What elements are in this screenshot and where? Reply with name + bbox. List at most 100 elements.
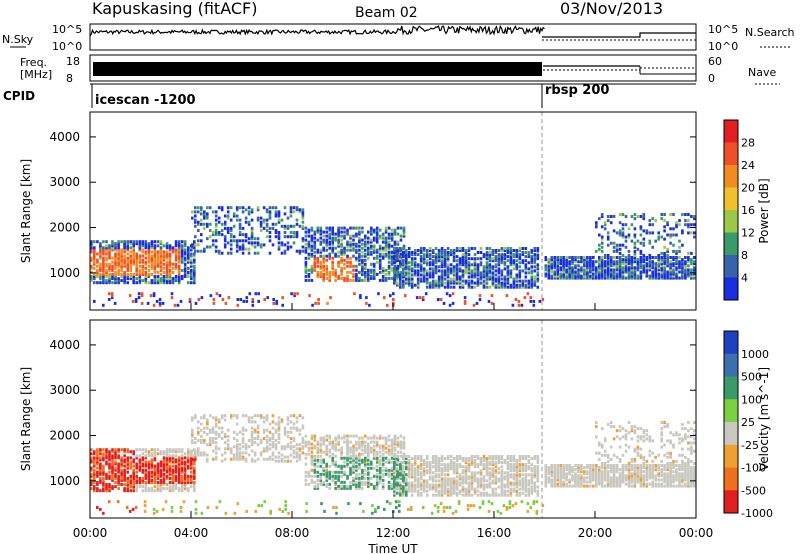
- scatter-cell: [180, 456, 184, 460]
- scatter-cell: [476, 481, 480, 485]
- scatter-cell: [232, 437, 236, 440]
- scatter-cell: [277, 437, 281, 440]
- scatter-cell: [99, 458, 102, 462]
- scatter-cell: [99, 468, 102, 472]
- scatter-cell: [159, 468, 163, 472]
- scatter-cell: [355, 272, 358, 276]
- scatter-cell: [174, 478, 178, 482]
- scatter-cell: [271, 445, 275, 449]
- scatter-cell: [381, 448, 385, 452]
- scatter-cell: [236, 298, 240, 301]
- scatter-cell: [183, 485, 187, 489]
- scatter-cell: [206, 443, 209, 447]
- scatter-cell: [292, 455, 296, 459]
- scatter-cell: [226, 206, 230, 210]
- scatter-cell: [485, 265, 489, 269]
- scatter-cell: [372, 440, 376, 444]
- nsky-tick-top: 10^5: [52, 23, 82, 36]
- scatter-cell: [180, 476, 184, 480]
- scatter-cell: [135, 266, 138, 270]
- scatter-cell: [390, 446, 394, 450]
- scatter-cell: [120, 279, 123, 283]
- scatter-cell: [461, 489, 465, 493]
- scatter-cell: [220, 251, 224, 255]
- scatter-cell: [425, 481, 429, 485]
- scatter-cell: [313, 260, 317, 264]
- scatter-cell: [99, 275, 102, 278]
- nsearch-tick-top: 10^5: [708, 23, 738, 36]
- scatter-cell: [343, 248, 346, 252]
- scatter-cell: [203, 430, 206, 434]
- scatter-cell: [177, 470, 181, 474]
- scatter-cell: [384, 442, 388, 446]
- scatter-cell: [422, 461, 426, 465]
- scatter-cell: [389, 294, 392, 298]
- scatter-cell: [114, 485, 117, 489]
- scatter-cell: [396, 455, 399, 458]
- scatter-cell: [381, 232, 385, 236]
- scatter-cell: [281, 303, 284, 307]
- scatter-cell: [307, 274, 311, 278]
- scatter-cell: [316, 460, 320, 464]
- scatter-cell: [509, 455, 513, 458]
- scatter-cell: [165, 450, 169, 454]
- scatter-cell: [393, 458, 397, 462]
- scatter-cell: [183, 250, 187, 254]
- scatter-cell: [431, 475, 435, 479]
- scatter-cell: [402, 275, 405, 279]
- scatter-cell: [512, 267, 516, 271]
- scatter-cell: [340, 252, 343, 256]
- scatter-cell: [111, 448, 114, 452]
- scatter-cell: [183, 452, 187, 456]
- scatter-cell: [183, 472, 187, 476]
- scatter-cell: [500, 255, 504, 259]
- scatter-cell: [636, 260, 640, 264]
- scatter-cell: [669, 276, 672, 280]
- scatter-cell: [503, 477, 507, 481]
- scatter-cell: [140, 294, 144, 298]
- scatter-cell: [194, 416, 197, 420]
- scatter-cell: [292, 451, 296, 455]
- scatter-cell: [114, 258, 117, 262]
- scatter-cell: [322, 256, 325, 260]
- scatter-cell: [461, 255, 465, 259]
- scatter-cell: [150, 256, 154, 260]
- scatter-cell: [396, 253, 399, 257]
- scatter-cell: [177, 244, 181, 248]
- scatter-cell: [364, 472, 367, 476]
- scatter-cell: [372, 262, 376, 266]
- scatter-cell: [669, 274, 672, 278]
- scatter-cell: [500, 257, 504, 261]
- scatter-cell: [512, 259, 516, 263]
- scatter-cell: [440, 247, 444, 250]
- scatter-cell: [606, 276, 610, 280]
- scatter-cell: [515, 475, 519, 479]
- scatter-cell: [144, 476, 148, 480]
- scatter-cell: [524, 271, 528, 275]
- scatter-cell: [93, 481, 96, 484]
- scatter-cell: [419, 459, 423, 462]
- scatter-cell: [485, 463, 489, 467]
- scatter-cell: [428, 255, 432, 259]
- scatter-cell: [488, 265, 492, 269]
- scatter-cell: [464, 489, 468, 493]
- scatter-cell: [446, 455, 450, 458]
- scatter-cell: [399, 257, 402, 261]
- scatter-cell: [479, 485, 483, 489]
- scatter-cell: [177, 462, 181, 466]
- scatter-cell: [672, 262, 675, 266]
- scatter-cell: [428, 271, 432, 275]
- scatter-cell: [396, 487, 399, 491]
- scatter-cell: [675, 268, 678, 272]
- scatter-cell: [322, 260, 325, 264]
- scatter-cell: [156, 468, 160, 472]
- scatter-cell: [90, 250, 93, 254]
- scatter-cell: [156, 281, 160, 285]
- scatter-cell: [488, 493, 492, 497]
- scatter-cell: [500, 249, 504, 252]
- scatter-cell: [446, 481, 450, 485]
- scatter-cell: [402, 436, 406, 440]
- scatter-cell: [544, 466, 548, 470]
- scatter-cell: [402, 455, 405, 458]
- scatter-cell: [606, 243, 610, 247]
